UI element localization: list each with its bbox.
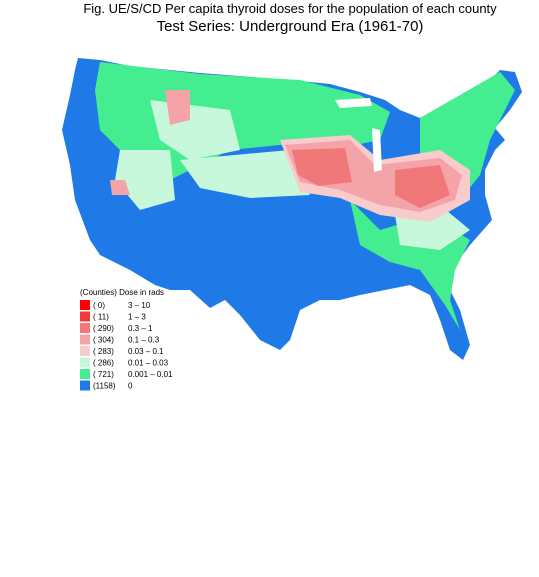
legend-range: 0.001 – 0.01	[128, 370, 173, 379]
legend-count: ( 290)	[93, 324, 114, 333]
map-region	[165, 90, 190, 125]
legend-count: ( 304)	[93, 336, 114, 345]
map-region	[110, 180, 130, 195]
legend-range: 0.1 – 0.3	[128, 336, 160, 345]
lake	[372, 128, 382, 172]
legend-swatch	[80, 369, 90, 379]
legend-swatch	[80, 334, 90, 345]
legend-swatch	[80, 311, 90, 322]
legend-count: ( 721)	[93, 370, 114, 379]
legend-range: 0.03 – 0.1	[128, 347, 164, 356]
legend-swatch	[80, 300, 90, 310]
legend-count: ( 283)	[93, 347, 114, 356]
legend-count: ( 11)	[93, 313, 109, 322]
map-region	[395, 165, 450, 208]
legend-range: 0.3 – 1	[128, 324, 153, 333]
legend-count: ( 0)	[93, 301, 105, 310]
legend-range: 1 – 3	[128, 313, 146, 322]
legend-range: 3 – 10	[128, 301, 151, 310]
subtitle: Test Series: Underground Era (1961-70)	[157, 18, 424, 35]
legend-title: (Counties) Dose in rads	[80, 288, 164, 297]
legend-swatch	[80, 357, 90, 368]
legend-swatch	[80, 346, 90, 356]
us-map	[62, 58, 522, 360]
legend-swatch	[80, 323, 90, 333]
legend-count: (1158)	[93, 382, 116, 391]
lake	[335, 98, 372, 108]
legend-range: 0	[128, 382, 133, 391]
title: Fig. UE/S/CD Per capita thyroid doses fo…	[83, 1, 497, 16]
legend-swatch	[80, 380, 90, 391]
legend: ( 0) 3 – 10 ( 11) 1 – 3 ( 290) 0.3 – 1 ( 304) 0…	[80, 300, 173, 391]
legend-range: 0.01 – 0.03	[128, 359, 169, 368]
map-region	[292, 148, 352, 186]
legend-count: ( 286)	[93, 359, 114, 368]
map-region	[180, 150, 310, 198]
